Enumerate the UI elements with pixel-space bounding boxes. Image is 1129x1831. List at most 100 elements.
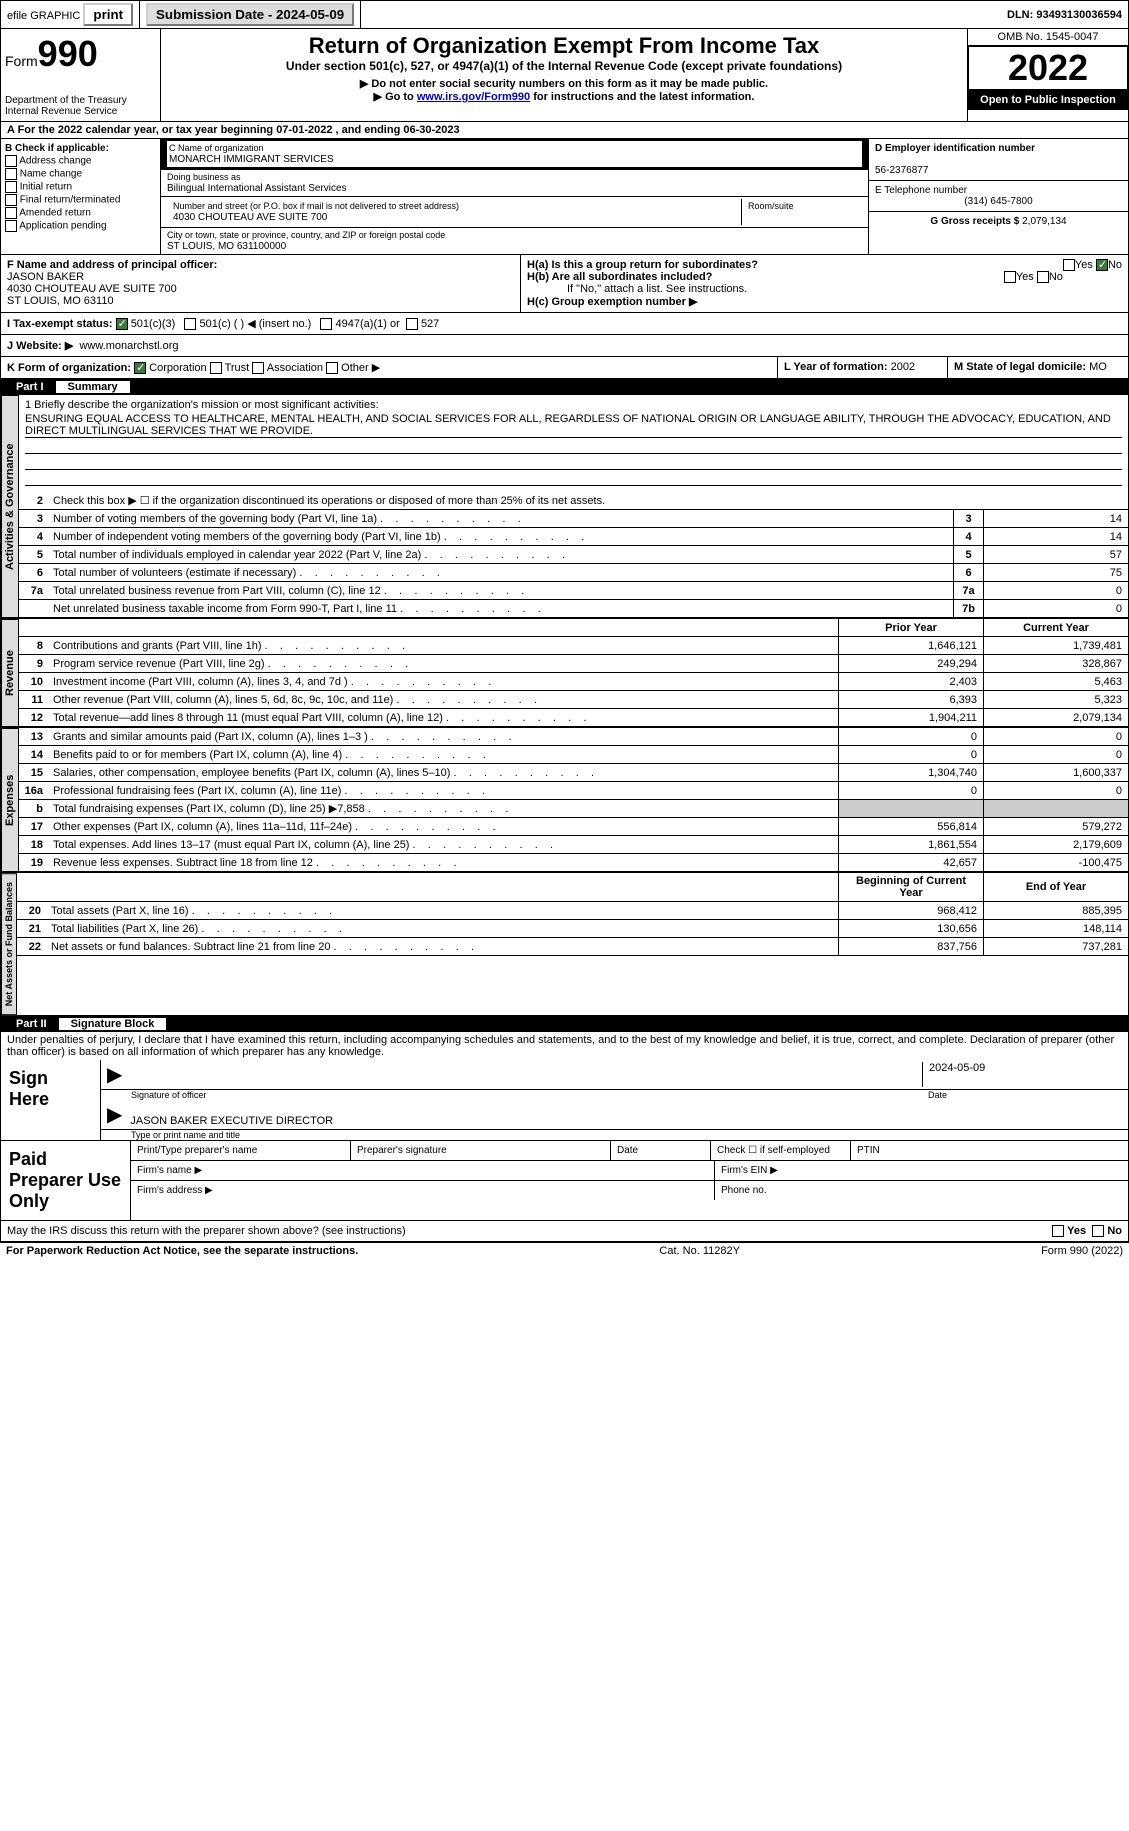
col-b-title: B Check if applicable: [5, 143, 109, 154]
officer-addr1: 4030 CHOUTEAU AVE SUITE 700 [7, 283, 177, 295]
row-i: I Tax-exempt status: 501(c)(3) 501(c) ( … [0, 313, 1129, 335]
begin-year-header: Beginning of Current Year [838, 873, 983, 901]
hb-yes[interactable] [1004, 271, 1016, 283]
summary-row: bTotal fundraising expenses (Part IX, co… [19, 800, 1128, 818]
hc-label: H(c) Group exemption number ▶ [527, 296, 697, 308]
firm-ein-label: Firm's EIN ▶ [715, 1161, 1128, 1180]
section-governance: Activities & Governance 1 Briefly descri… [0, 395, 1129, 619]
officer-printed-name: JASON BAKER EXECUTIVE DIRECTOR [130, 1115, 333, 1127]
assoc-check[interactable] [252, 362, 264, 374]
form-word: Form [5, 53, 38, 69]
ha-no[interactable] [1096, 259, 1108, 271]
hb-no[interactable] [1037, 271, 1049, 283]
summary-row: 3Number of voting members of the governi… [19, 510, 1128, 528]
footer: For Paperwork Reduction Act Notice, see … [0, 1242, 1129, 1259]
form-ref: Form 990 (2022) [1041, 1245, 1123, 1257]
dba-value: Bilingual International Assistant Servic… [167, 183, 347, 194]
topbar: efile GRAPHIC print Submission Date - 20… [0, 0, 1129, 29]
colb-option[interactable]: Name change [5, 168, 156, 180]
name-title-label: Type or print name and title [101, 1130, 1128, 1140]
summary-row: 18Total expenses. Add lines 13–17 (must … [19, 836, 1128, 854]
prep-sig-header: Preparer's signature [351, 1141, 611, 1160]
summary-row: 4Number of independent voting members of… [19, 528, 1128, 546]
row-j: J Website: ▶ www.monarchstl.org [0, 335, 1129, 357]
efile-label: efile GRAPHIC [7, 10, 80, 22]
summary-row: Net unrelated business taxable income fr… [19, 600, 1128, 618]
form-subtitle: Under section 501(c), 527, or 4947(a)(1)… [165, 59, 963, 73]
form-number: 990 [38, 33, 98, 74]
summary-row: 11Other revenue (Part VIII, column (A), … [19, 691, 1128, 709]
sign-here-label: Sign Here [1, 1060, 101, 1140]
vlabel-expenses: Expenses [1, 728, 19, 872]
firm-addr-label: Firm's address ▶ [131, 1181, 715, 1200]
vlabel-netassets: Net Assets or Fund Balances [1, 873, 17, 1015]
ha-yes[interactable] [1063, 259, 1075, 271]
501c-check[interactable] [184, 318, 196, 330]
summary-row: 9Program service revenue (Part VIII, lin… [19, 655, 1128, 673]
section-revenue: Revenue Prior YearCurrent Year 8Contribu… [0, 619, 1129, 728]
end-year-header: End of Year [983, 873, 1128, 901]
part2-num: Part II [8, 1018, 55, 1030]
colb-option[interactable]: Address change [5, 155, 156, 167]
summary-row: 12Total revenue—add lines 8 through 11 (… [19, 709, 1128, 727]
tax-year: 2022 [968, 46, 1128, 90]
trust-check[interactable] [210, 362, 222, 374]
discuss-row: May the IRS discuss this return with the… [0, 1221, 1129, 1242]
other-check[interactable] [326, 362, 338, 374]
summary-row: 14Benefits paid to or for members (Part … [19, 746, 1128, 764]
527-check[interactable] [406, 318, 418, 330]
corp-check[interactable] [134, 362, 146, 374]
submission-button[interactable]: Submission Date - 2024-05-09 [146, 3, 354, 26]
prep-ptin-header: PTIN [851, 1141, 1128, 1160]
omb-number: OMB No. 1545-0047 [968, 29, 1128, 46]
discuss-text: May the IRS discuss this return with the… [7, 1225, 406, 1237]
year-formation-label: L Year of formation: [784, 361, 888, 373]
colb-option[interactable]: Final return/terminated [5, 194, 156, 206]
summary-row: 17Other expenses (Part IX, column (A), l… [19, 818, 1128, 836]
colb-option[interactable]: Initial return [5, 181, 156, 193]
org-name: MONARCH IMMIGRANT SERVICES [169, 154, 334, 165]
summary-row: 21Total liabilities (Part X, line 26)130… [17, 920, 1128, 938]
summary-row: 6Total number of volunteers (estimate if… [19, 564, 1128, 582]
dept-treasury: Department of the Treasury [5, 95, 156, 106]
section-expenses: Expenses 13Grants and similar amounts pa… [0, 728, 1129, 873]
open-inspection: Open to Public Inspection [968, 90, 1128, 110]
part2-header: Part II Signature Block [0, 1016, 1129, 1032]
section-netassets: Net Assets or Fund Balances Beginning of… [0, 873, 1129, 1016]
mission-text: ENSURING EQUAL ACCESS TO HEALTHCARE, MEN… [25, 413, 1122, 438]
irs-link[interactable]: www.irs.gov/Form990 [417, 91, 530, 103]
4947-check[interactable] [320, 318, 332, 330]
discuss-no[interactable] [1092, 1225, 1104, 1237]
colb-option[interactable]: Amended return [5, 207, 156, 219]
501c3-check[interactable] [116, 318, 128, 330]
ein-label: D Employer identification number [875, 143, 1035, 154]
gross-label: G Gross receipts $ [930, 216, 1019, 227]
tel-label: E Telephone number [875, 185, 967, 196]
summary-row: 16aProfessional fundraising fees (Part I… [19, 782, 1128, 800]
cat-no: Cat. No. 11282Y [659, 1245, 740, 1257]
form-header: Form990 Department of the Treasury Inter… [0, 29, 1129, 122]
hb-note: If "No," attach a list. See instructions… [527, 283, 1122, 295]
row-a-tax-year: A For the 2022 calendar year, or tax yea… [0, 122, 1129, 139]
sig-officer-label: Signature of officer [101, 1090, 928, 1100]
part2-title: Signature Block [59, 1018, 167, 1030]
penalty-text: Under penalties of perjury, I declare th… [0, 1032, 1129, 1060]
prep-date-header: Date [611, 1141, 711, 1160]
gross-value: 2,079,134 [1022, 216, 1067, 227]
sig-arrow-icon: ▶ [107, 1062, 122, 1087]
discuss-yes[interactable] [1052, 1225, 1064, 1237]
ein-value: 56-2376877 [875, 165, 928, 176]
street-addr: 4030 CHOUTEAU AVE SUITE 700 [173, 212, 327, 223]
paperwork-notice: For Paperwork Reduction Act Notice, see … [6, 1245, 358, 1257]
firm-name-label: Firm's name ▶ [131, 1161, 715, 1180]
hb-label: H(b) Are all subordinates included? [527, 271, 712, 283]
dln-label: DLN: [1007, 9, 1033, 21]
instruction-ssn: ▶ Do not enter social security numbers o… [165, 77, 963, 90]
summary-row: 20Total assets (Part X, line 16)968,4128… [17, 902, 1128, 920]
print-button[interactable]: print [83, 3, 133, 26]
summary-row: 8Contributions and grants (Part VIII, li… [19, 637, 1128, 655]
officer-label: F Name and address of principal officer: [7, 259, 217, 271]
website-value: www.monarchstl.org [79, 340, 178, 352]
colb-option[interactable]: Application pending [5, 220, 156, 232]
domicile: MO [1089, 361, 1107, 373]
